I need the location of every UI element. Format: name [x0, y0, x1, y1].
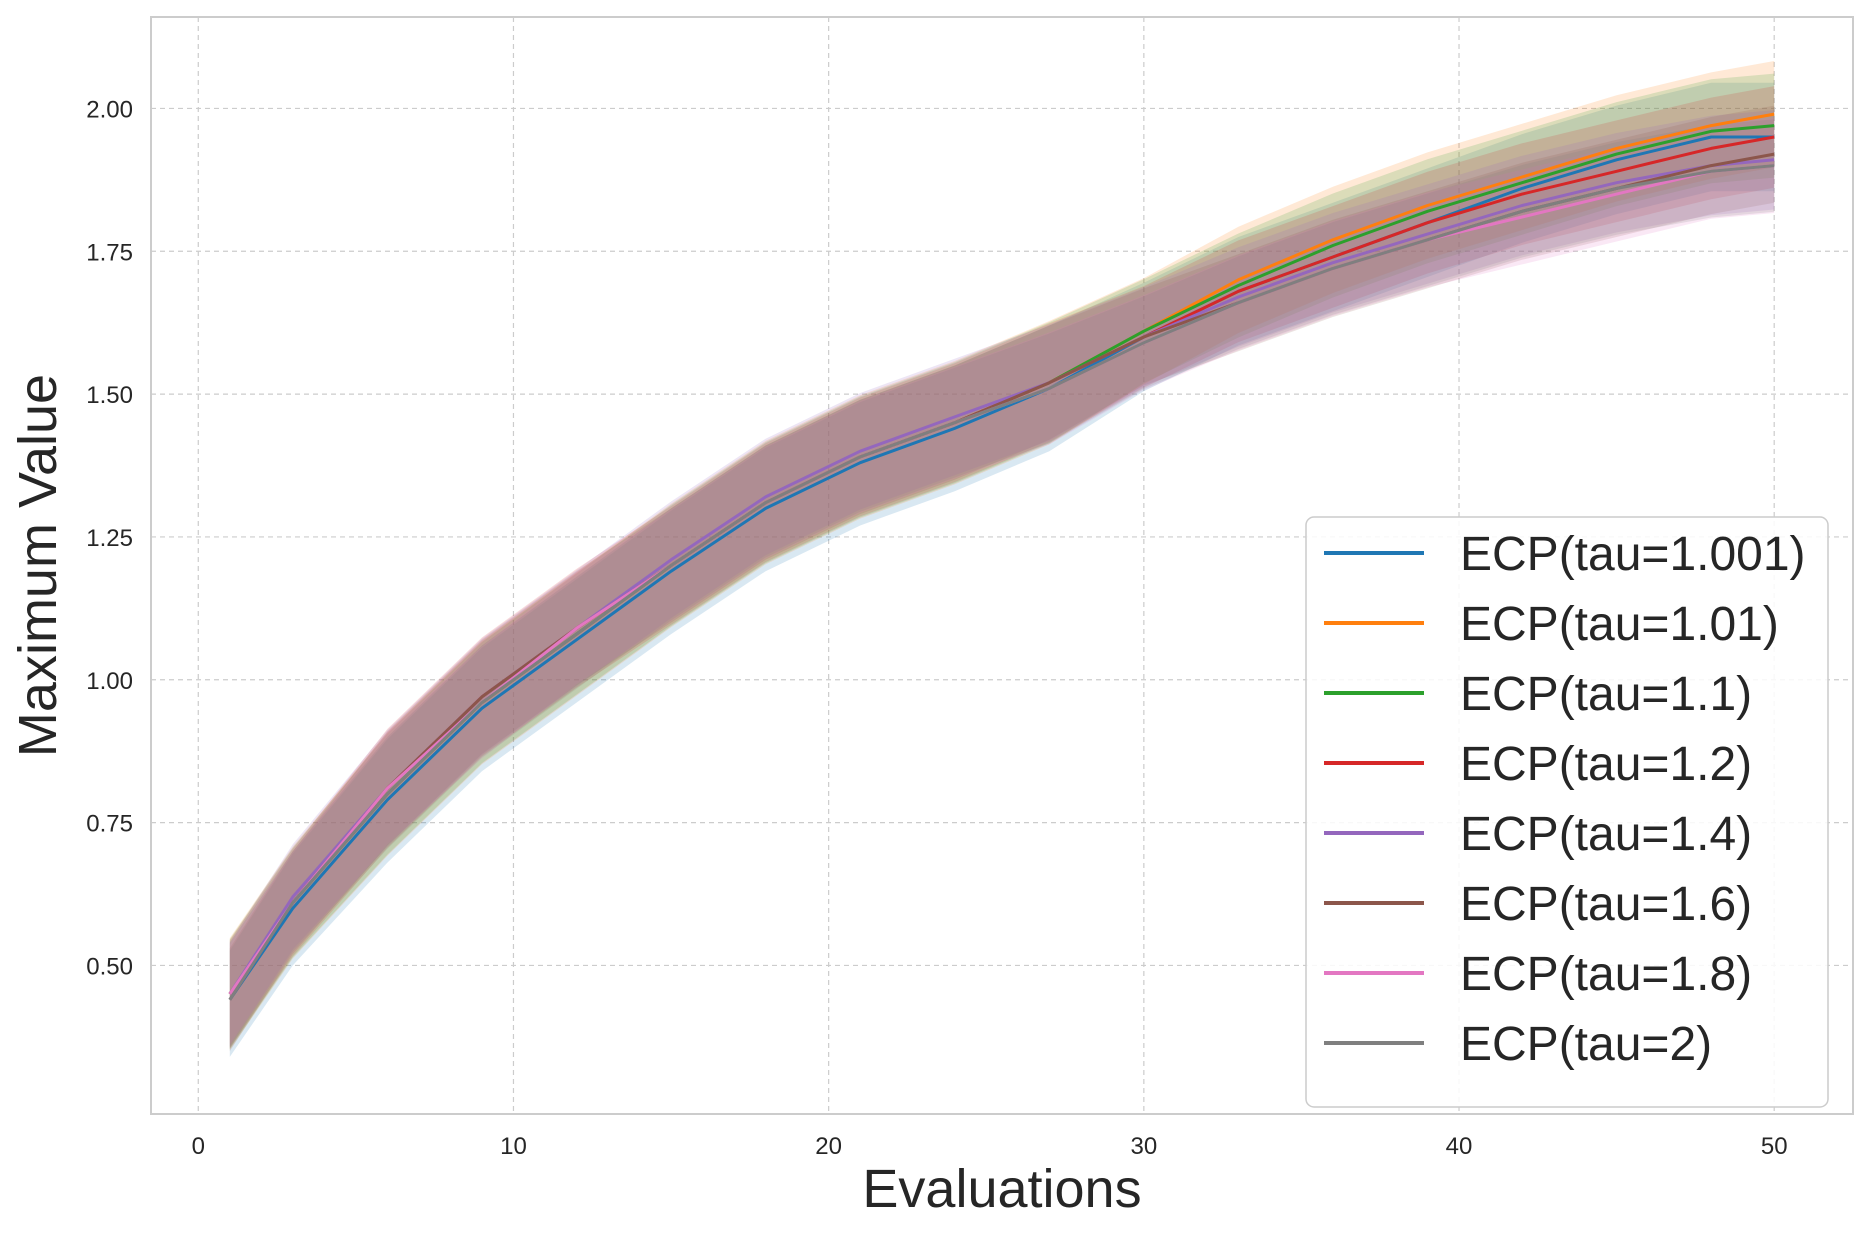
legend[interactable]: ECP(tau=1.001) ECP(tau=1.01) ECP(tau=1.1) E… — [1305, 516, 1829, 1108]
legend-box — [1305, 516, 1829, 1108]
band-6 — [229, 105, 1775, 1052]
band-8 — [229, 119, 1775, 1049]
x-tick-label: 40 — [1446, 1133, 1473, 1160]
y-axis-ticks: 0.50 0.75 1.00 1.25 1.50 1.75 2.00 — [86, 96, 133, 980]
legend-label: ECP(tau=1.1) — [1460, 668, 1752, 721]
band-1 — [229, 82, 1775, 1057]
legend-label: ECP(tau=1.2) — [1460, 738, 1752, 791]
band-7 — [229, 118, 1775, 1045]
y-tick-label: 2.00 — [86, 96, 133, 123]
grid — [151, 17, 1853, 1114]
series-lines — [228, 112, 1775, 1001]
legend-label: ECP(tau=2) — [1460, 1018, 1712, 1071]
y-axis-label: Maximum Value — [8, 374, 68, 757]
legend-label: ECP(tau=1.8) — [1460, 948, 1752, 1001]
x-axis-label: Evaluations — [862, 1159, 1141, 1219]
x-tick-label: 50 — [1761, 1133, 1788, 1160]
x-tick-label: 10 — [500, 1133, 527, 1160]
y-tick-label: 0.75 — [86, 811, 133, 838]
y-tick-label: 1.25 — [86, 525, 133, 552]
series-line-8 — [228, 164, 1775, 1001]
legend-label: ECP(tau=1.6) — [1460, 878, 1752, 931]
legend-label: ECP(tau=1.001) — [1460, 528, 1806, 581]
x-tick-label: 20 — [815, 1133, 842, 1160]
band-5 — [229, 110, 1775, 1047]
y-tick-label: 1.00 — [86, 668, 133, 695]
y-tick-label: 0.50 — [86, 953, 133, 980]
legend-label: ECP(tau=1.01) — [1460, 598, 1779, 651]
x-axis-ticks: 0 10 20 30 40 50 — [192, 1133, 1788, 1160]
series-line-1 — [228, 135, 1775, 1001]
y-tick-label: 1.75 — [86, 239, 133, 266]
x-tick-label: 30 — [1130, 1133, 1157, 1160]
y-tick-label: 1.50 — [86, 382, 133, 409]
x-tick-label: 0 — [192, 1133, 205, 1160]
legend-label: ECP(tau=1.4) — [1460, 808, 1752, 861]
plot-frame — [150, 16, 1854, 1115]
